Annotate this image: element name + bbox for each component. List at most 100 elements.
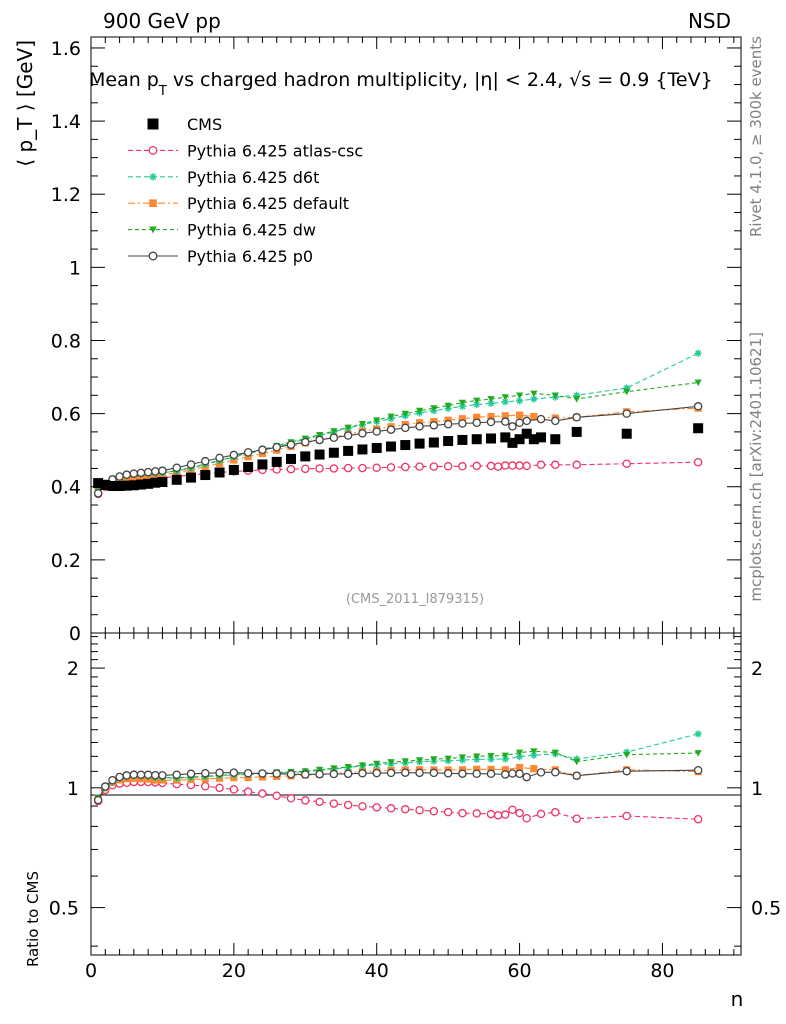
x-tick-label: 80 [650,960,674,982]
ratio-point-pythia-6-425-atlas-csc [286,794,296,803]
y-tick-label: 1.6 [51,38,81,60]
ratio-point-pythia-6-425-p0 [172,770,181,779]
ratio-point-pythia-6-425-dw [430,756,438,763]
point-pythia-6-425-d6t [473,400,481,409]
legend-marker [149,226,157,234]
ratio-point-pythia-6-425-p0 [522,772,531,782]
point-pythia-6-425-atlas-csc [415,462,424,471]
ratio-point-pythia-6-425-p0 [201,769,210,778]
point-pythia-6-425-atlas-csc [315,464,324,473]
point-pythia-6-425-p0 [258,445,267,455]
point-pythia-6-425-d6t [515,397,524,405]
ratio-point-pythia-6-425-dw [444,755,452,763]
main-series [93,349,704,499]
ratio-point-pythia-6-425-atlas-csc [443,807,453,817]
ratio-point-pythia-6-425-p0 [229,768,239,777]
ratio-point-pythia-6-425-p0 [129,770,139,779]
ratio-point-pythia-6-425-atlas-csc [458,808,467,818]
point-pythia-6-425-dw [444,402,452,410]
point-pythia-6-425-atlas-csc [493,462,503,471]
point-pythia-6-425-atlas-csc [622,459,631,468]
point-cms [136,479,146,490]
legend-marker [148,145,158,155]
point-pythia-6-425-p0 [472,418,481,428]
point-pythia-6-425-p0 [215,453,224,463]
ratio-tick-label-right: 1 [751,778,763,800]
x-tick-label: 20 [222,960,246,982]
ratio-point-pythia-6-425-p0 [272,769,281,778]
point-cms [514,434,525,445]
point-cms [228,464,239,475]
y-tick-label: 0.6 [51,404,81,426]
plot-title-sub: T [158,84,167,99]
x-tick-label: 40 [365,960,389,982]
legend-label: CMS [187,115,222,134]
ratio-tick-label-left: 2 [67,658,79,680]
y-axis-label: ⟨ p_T ⟩ [GeV] [13,40,37,167]
ratio-point-pythia-6-425-p0 [693,765,703,775]
ratio-point-pythia-6-425-atlas-csc [215,783,224,793]
process-label: NSD [688,9,731,33]
ratio-point-pythia-6-425-p0 [315,769,324,779]
ratio-point-pythia-6-425-p0 [486,769,496,779]
y-tick-label: 1.4 [51,111,81,133]
ratio-point-pythia-6-425-dw [501,752,509,760]
point-cms [521,428,532,439]
ratio-point-pythia-6-425-p0 [443,769,453,778]
point-cms [157,476,168,487]
point-cms [386,441,396,452]
axis-ticks [90,37,741,955]
point-pythia-6-425-atlas-csc [286,464,296,474]
ratio-point-pythia-6-425-atlas-csc [272,791,281,801]
point-pythia-6-425-p0 [329,433,339,442]
ratio-point-pythia-6-425-atlas-csc [522,814,531,823]
ratio-plot-frame [90,632,742,956]
ratio-point-pythia-6-425-p0 [108,776,117,785]
legend-marker [148,251,158,261]
point-pythia-6-425-atlas-csc [401,462,410,472]
point-pythia-6-425-dw [694,379,702,387]
ratio-point-pythia-6-425-default [515,763,524,772]
point-pythia-6-425-d6t [623,384,631,392]
ratio-point-pythia-6-425-p0 [472,769,481,778]
ratio-point-pythia-6-425-atlas-csc [201,781,210,791]
point-pythia-6-425-d6t [694,349,702,357]
analysis-id: (CMS_2011_I879315) [346,592,484,607]
plot-title-rest: vs charged hadron multiplicity, |η| < 2.… [167,69,713,91]
ratio-point-pythia-6-425-dw [473,753,481,760]
point-pythia-6-425-p0 [693,402,703,411]
plot-title-main: Mean p [89,69,159,91]
point-cms [357,444,368,455]
ratio-point-pythia-6-425-dw [373,760,381,768]
ratio-y-tick-labels: 0.5 0.5 1 1 2 2 [49,658,781,920]
ratio-point-pythia-6-425-p0 [458,769,467,778]
ratio-point-pythia-6-425-p0 [151,771,160,780]
point-cms [328,447,339,458]
point-pythia-6-425-dw [551,392,559,399]
point-pythia-6-425-atlas-csc [329,464,339,473]
point-pythia-6-425-p0 [622,409,631,418]
ratio-point-pythia-6-425-atlas-csc [508,805,517,815]
point-pythia-6-425-dw [487,396,495,403]
ratio-point-pythia-6-425-atlas-csc [415,805,424,815]
point-pythia-6-425-atlas-csc [536,460,546,470]
point-cms [114,481,125,492]
point-cms [536,432,546,443]
ratio-point-pythia-6-425-p0 [508,769,517,778]
y-tick-label: 1.2 [51,184,81,206]
ratio-point-pythia-6-425-p0 [415,768,424,778]
point-pythia-6-425-p0 [501,417,510,426]
ratio-point-pythia-6-425-dw [330,765,338,772]
ratio-point-pythia-6-425-atlas-csc [258,789,267,798]
point-pythia-6-425-atlas-csc [693,457,703,467]
ratio-point-pythia-6-425-atlas-csc [358,802,367,811]
ratio-point-pythia-6-425-p0 [258,769,267,778]
ratio-point-pythia-6-425-atlas-csc [386,804,396,813]
point-pythia-6-425-dw [623,388,631,396]
point-pythia-6-425-d6t [501,398,509,406]
point-cms [693,423,704,434]
rivet-version: Rivet 4.1.0, ≥ 300k events [747,36,765,237]
point-pythia-6-425-atlas-csc [508,461,517,470]
ratio-point-pythia-6-425-p0 [136,770,146,779]
ratio-point-pythia-6-425-p0 [158,771,167,780]
